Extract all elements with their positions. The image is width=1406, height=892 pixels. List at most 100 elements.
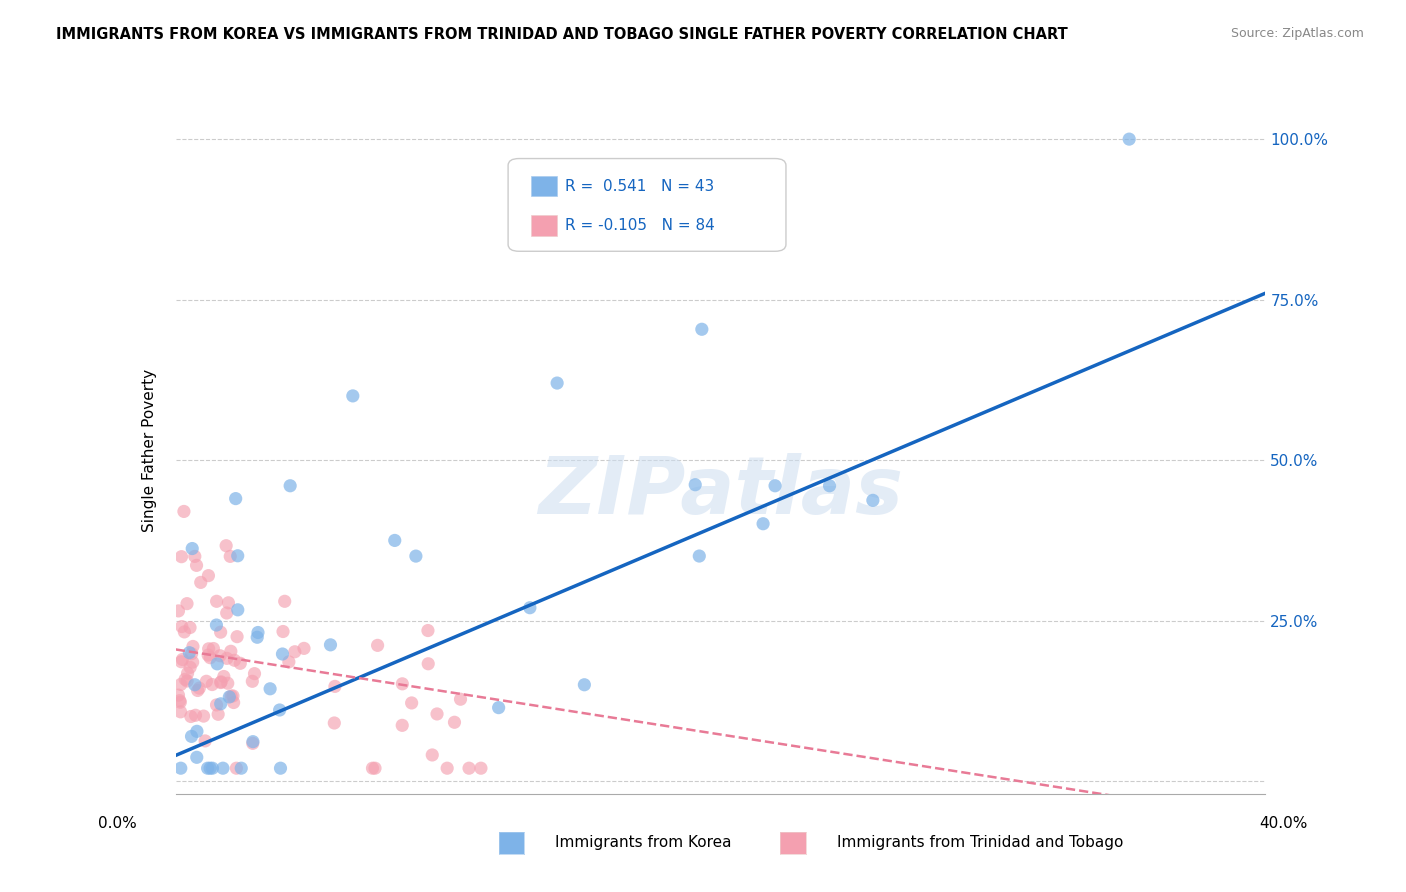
Point — [212, 761, 235, 775]
FancyBboxPatch shape — [531, 215, 557, 236]
Point — [384, 533, 406, 548]
Point — [184, 678, 207, 692]
Point — [197, 761, 219, 775]
Point — [181, 655, 204, 669]
Point — [269, 703, 291, 717]
Point — [188, 681, 211, 695]
Point — [488, 700, 510, 714]
Point — [319, 638, 342, 652]
Point — [184, 708, 207, 723]
Point — [180, 730, 202, 744]
Point — [179, 660, 201, 674]
Point — [209, 625, 232, 640]
Point — [180, 709, 202, 723]
Point — [207, 657, 229, 671]
Point — [229, 657, 252, 671]
Text: R = -0.105   N = 84: R = -0.105 N = 84 — [565, 219, 714, 233]
Point — [225, 761, 247, 775]
Point — [226, 603, 249, 617]
Point — [242, 736, 264, 750]
Point — [416, 624, 439, 638]
Point — [274, 594, 297, 608]
Point — [225, 491, 247, 506]
Point — [219, 689, 242, 703]
Point — [246, 630, 269, 644]
Point — [574, 678, 596, 692]
Point — [205, 618, 228, 632]
Point — [181, 541, 204, 556]
Point — [187, 683, 209, 698]
Point — [197, 568, 219, 582]
Text: 0.0%: 0.0% — [98, 816, 138, 831]
Point — [194, 734, 217, 748]
Point — [215, 606, 238, 620]
Point — [217, 596, 239, 610]
Point — [169, 705, 191, 719]
Point — [209, 675, 232, 690]
Point — [197, 641, 219, 656]
Point — [443, 715, 465, 730]
Point — [240, 674, 263, 689]
Point — [323, 716, 346, 731]
Point — [222, 689, 245, 703]
Point — [391, 718, 413, 732]
Point — [169, 695, 191, 709]
Point — [405, 549, 427, 563]
Point — [198, 650, 221, 665]
Point — [186, 558, 208, 573]
Point — [184, 549, 207, 564]
Point — [186, 750, 208, 764]
Point — [208, 648, 231, 663]
Point — [450, 692, 472, 706]
Point — [172, 652, 194, 666]
Point — [169, 693, 191, 707]
Point — [179, 621, 201, 635]
Point — [1118, 132, 1140, 146]
Point — [173, 504, 195, 518]
Point — [862, 493, 884, 508]
Point — [271, 624, 294, 639]
Point — [179, 646, 201, 660]
Point — [167, 604, 190, 618]
Point — [391, 677, 413, 691]
Point — [259, 681, 281, 696]
Point — [215, 651, 238, 665]
Point — [209, 697, 232, 711]
Point — [170, 549, 193, 564]
Point — [212, 669, 235, 683]
Point — [198, 761, 221, 775]
Text: R =  0.541   N = 43: R = 0.541 N = 43 — [565, 178, 714, 194]
Point — [546, 376, 568, 390]
Point — [170, 761, 193, 775]
Point — [219, 644, 242, 658]
Text: ZIPatlas: ZIPatlas — [538, 452, 903, 531]
Point — [436, 761, 458, 775]
Text: Source: ZipAtlas.com: Source: ZipAtlas.com — [1230, 27, 1364, 40]
Point — [284, 645, 307, 659]
Text: Immigrants from Korea: Immigrants from Korea — [555, 836, 733, 850]
Point — [170, 677, 193, 691]
Point — [519, 600, 541, 615]
Point — [170, 655, 193, 669]
Point — [207, 707, 229, 722]
Point — [470, 761, 492, 775]
Text: Immigrants from Trinidad and Tobago: Immigrants from Trinidad and Tobago — [837, 836, 1123, 850]
Point — [752, 516, 775, 531]
Point — [224, 653, 246, 667]
Point — [202, 641, 225, 656]
Point — [364, 761, 387, 775]
Point — [217, 676, 239, 690]
FancyBboxPatch shape — [508, 159, 786, 252]
Point — [170, 619, 193, 633]
Point — [683, 477, 706, 491]
Point — [426, 706, 449, 721]
Point — [458, 761, 481, 775]
Point — [271, 647, 294, 661]
Point — [195, 674, 218, 689]
Point — [243, 666, 266, 681]
Point — [226, 549, 249, 563]
Point — [173, 624, 195, 639]
Point — [186, 724, 208, 739]
Point — [215, 539, 238, 553]
Point — [342, 389, 364, 403]
